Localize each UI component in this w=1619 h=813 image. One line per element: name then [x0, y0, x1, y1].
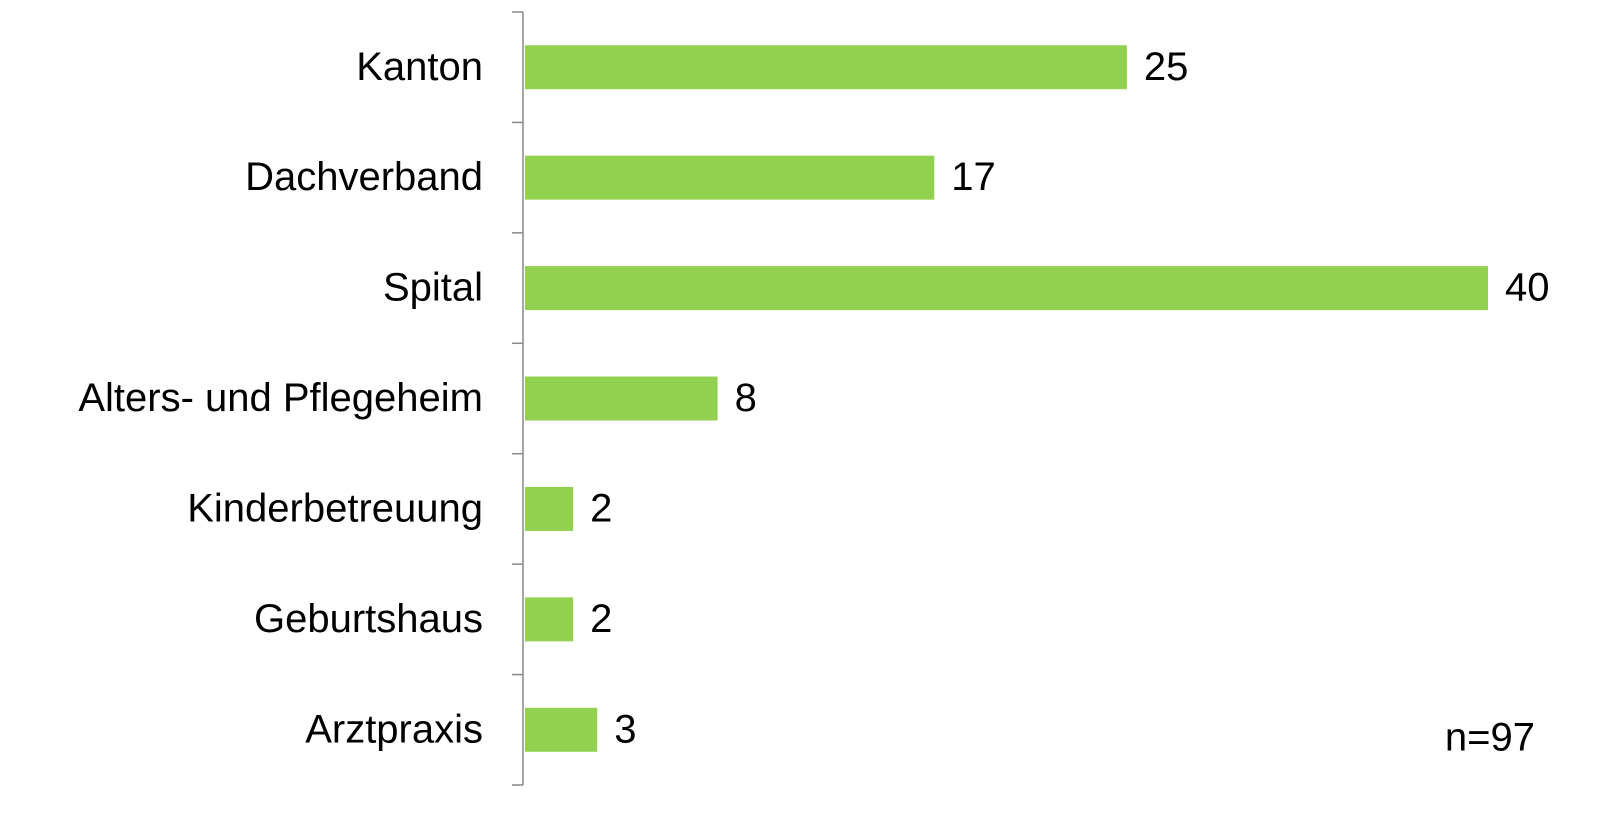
y-tick-label: Dachverband [245, 155, 483, 199]
data-label: 40 [1505, 266, 1550, 310]
bar [525, 266, 1488, 311]
data-label: 2 [590, 597, 612, 641]
bar [525, 486, 574, 531]
y-tick-label: Spital [383, 266, 483, 310]
y-tick-label: Alters- und Pflegeheim [78, 376, 483, 420]
y-tick-label: Geburtshaus [254, 597, 483, 641]
y-tick-label: Arztpraxis [305, 707, 483, 751]
y-tick-label: Kinderbetreuung [187, 486, 483, 530]
y-tick-label: Kanton [356, 45, 483, 89]
bar [525, 597, 574, 642]
data-label: 17 [951, 155, 996, 199]
annotation: n=97 [1445, 716, 1535, 760]
data-label: 2 [590, 486, 612, 530]
bar [525, 45, 1127, 90]
data-label: 8 [735, 376, 757, 420]
bar [525, 376, 718, 421]
bar [525, 155, 935, 200]
bar [525, 707, 598, 752]
data-label: 3 [614, 707, 636, 751]
data-label: 25 [1144, 45, 1189, 89]
